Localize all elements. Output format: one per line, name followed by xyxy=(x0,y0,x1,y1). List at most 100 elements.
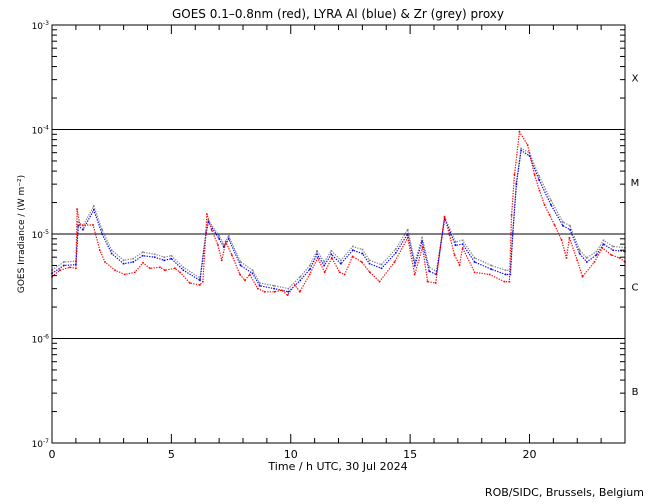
data-point xyxy=(503,280,506,283)
data-point xyxy=(248,273,251,276)
data-point xyxy=(434,282,437,284)
series-group xyxy=(51,130,626,296)
data-point xyxy=(473,271,476,274)
data-point xyxy=(576,259,579,262)
data-point xyxy=(82,224,84,227)
chart-title: GOES 0.1–0.8nm (red), LYRA Al (blue) & Z… xyxy=(172,7,504,21)
data-point xyxy=(490,264,493,267)
data-point xyxy=(82,228,84,231)
data-point xyxy=(593,261,596,263)
data-point xyxy=(251,272,254,275)
data-point xyxy=(515,181,518,184)
data-point xyxy=(428,266,431,269)
data-point xyxy=(230,254,233,256)
data-point xyxy=(413,273,416,276)
data-point xyxy=(153,253,156,256)
data-point xyxy=(568,236,571,239)
data-point xyxy=(239,261,242,263)
data-point xyxy=(453,254,456,256)
data-point xyxy=(586,257,588,259)
x-tick-label: 20 xyxy=(523,448,537,461)
y-tick-label: 10-4 xyxy=(32,125,50,137)
data-point xyxy=(543,204,546,206)
data-point xyxy=(316,257,319,259)
data-point xyxy=(101,233,103,235)
data-point xyxy=(330,250,333,252)
data-point xyxy=(454,241,457,243)
data-point xyxy=(149,267,151,270)
data-point xyxy=(515,183,518,185)
data-point xyxy=(504,273,507,276)
data-point xyxy=(104,261,106,263)
data-point xyxy=(338,271,341,274)
data-point xyxy=(520,149,522,152)
data-point xyxy=(163,259,166,262)
data-point xyxy=(586,261,588,263)
data-point xyxy=(163,256,166,258)
x-tick-label: 0 xyxy=(49,448,56,461)
data-point xyxy=(610,254,613,256)
data-point xyxy=(59,269,61,272)
data-point xyxy=(361,252,364,255)
data-point xyxy=(538,179,540,181)
data-point xyxy=(227,235,230,237)
data-point xyxy=(141,254,144,257)
data-point xyxy=(343,273,346,276)
data-point xyxy=(294,284,296,286)
data-point xyxy=(581,275,584,278)
data-point xyxy=(257,287,259,290)
data-point xyxy=(287,287,290,290)
data-point xyxy=(368,271,371,274)
flare-class-label-b: B xyxy=(632,387,639,398)
data-point xyxy=(110,252,113,255)
data-point xyxy=(309,268,311,271)
series-line-lyra-al-proxy xyxy=(51,149,626,293)
data-point xyxy=(258,282,261,284)
data-point xyxy=(406,228,409,231)
data-point xyxy=(473,261,476,263)
data-point xyxy=(378,280,381,283)
x-tick-label: 5 xyxy=(168,448,175,461)
data-point xyxy=(426,280,429,283)
data-point xyxy=(578,249,581,251)
data-point xyxy=(92,224,94,226)
data-point xyxy=(323,261,325,263)
series-goes-0-1-0-8nm xyxy=(51,130,626,296)
data-point xyxy=(414,261,416,263)
data-point xyxy=(251,269,254,272)
data-point xyxy=(550,199,552,202)
data-point xyxy=(323,271,326,274)
data-point xyxy=(217,244,219,246)
data-point xyxy=(393,261,396,263)
data-point xyxy=(443,216,446,218)
data-point xyxy=(548,214,551,216)
data-point xyxy=(509,273,512,276)
y-tick-label: 10-3 xyxy=(32,20,50,32)
data-point xyxy=(533,173,536,176)
data-point xyxy=(299,275,302,278)
data-point xyxy=(331,257,333,259)
data-point xyxy=(352,245,354,248)
series-line-goes-0-1-0-8nm xyxy=(51,130,626,296)
data-point xyxy=(406,236,409,239)
data-point xyxy=(562,224,564,227)
data-point xyxy=(207,221,210,223)
data-point xyxy=(223,246,225,248)
data-point xyxy=(360,261,363,263)
data-point xyxy=(199,277,201,279)
data-point xyxy=(114,269,116,272)
data-point xyxy=(263,290,266,293)
flare-class-label-m: M xyxy=(631,178,640,189)
data-point xyxy=(141,251,144,253)
data-point xyxy=(308,273,311,276)
flare-class-label-c: C xyxy=(632,282,639,293)
data-point xyxy=(421,236,423,239)
data-point xyxy=(153,256,156,258)
data-point xyxy=(92,205,95,207)
data-point xyxy=(565,257,568,259)
data-point xyxy=(511,230,514,233)
data-point xyxy=(202,280,204,283)
data-point xyxy=(239,264,242,267)
data-point xyxy=(132,261,134,263)
